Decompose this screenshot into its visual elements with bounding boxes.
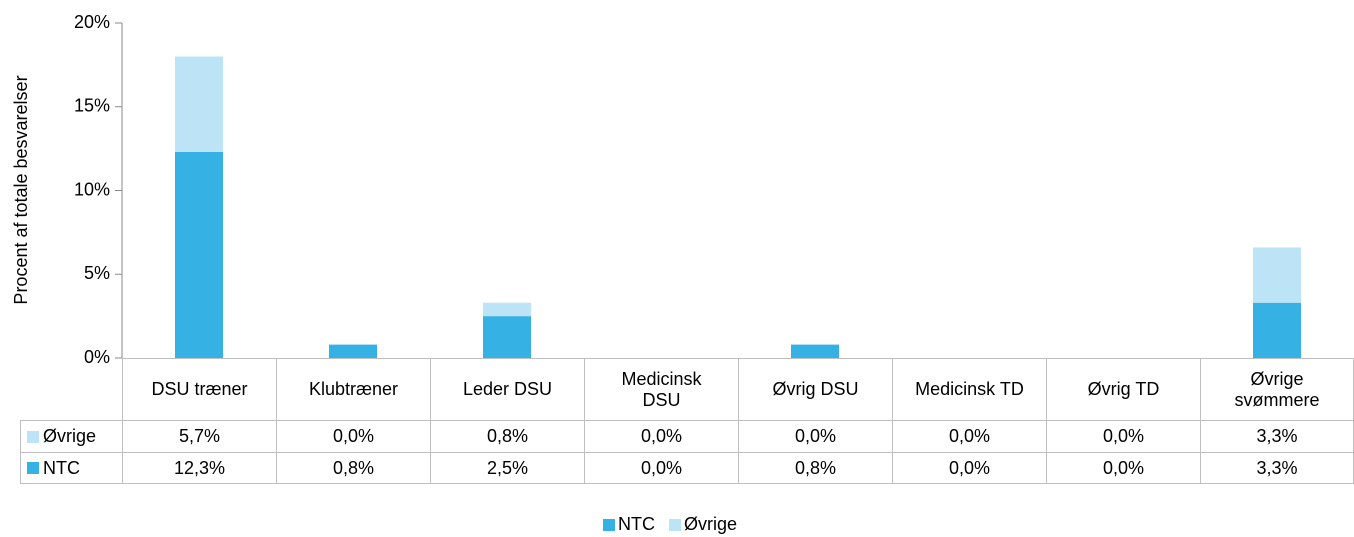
bar-segment <box>791 344 839 358</box>
table-value: 0,0% <box>1046 420 1200 452</box>
table-value: 0,0% <box>1046 452 1200 484</box>
table-value: 0,0% <box>892 420 1046 452</box>
table-value: 0,8% <box>430 420 584 452</box>
table-value-text: 0,0% <box>640 426 683 446</box>
table-series: Øvrige <box>20 420 122 452</box>
bar-segment <box>483 316 531 358</box>
category-label: Klubtræner <box>276 358 430 420</box>
bar-segment <box>1253 247 1301 303</box>
category-label: Medicinsk TD <box>892 358 1046 420</box>
table-value-text: 0,8% <box>332 457 375 478</box>
table-swatch <box>27 462 39 474</box>
bar-segment <box>329 344 377 358</box>
table-swatch <box>27 430 39 443</box>
table-value-text: 0,0% <box>640 457 683 478</box>
table-value: 0,0% <box>584 420 738 452</box>
table-value-text: 12,3% <box>173 457 226 478</box>
y-axis-title: Procent af totale besvarelser <box>11 75 31 304</box>
category-label-text: Øvrige svømmere <box>1234 368 1320 410</box>
table-value: 5,7% <box>122 420 276 452</box>
y-tick-label: 10% <box>74 179 110 199</box>
table-value: 3,3% <box>1200 452 1354 484</box>
category-label: Øvrig TD <box>1046 358 1200 420</box>
table-value: 0,0% <box>276 420 430 452</box>
table-value-text: 0,0% <box>332 426 375 446</box>
y-tick-label: 15% <box>74 96 110 116</box>
table-series-name: NTC <box>43 457 80 478</box>
y-tick-label: 5% <box>84 263 110 283</box>
category-label-text: Øvrig TD <box>1087 379 1160 399</box>
table-value-text: 0,0% <box>948 457 991 478</box>
table-value: 0,0% <box>738 420 892 452</box>
table-value-text: 0,0% <box>948 426 991 446</box>
table-value-text: 3,3% <box>1256 457 1298 478</box>
table-value-text: 0,8% <box>486 426 529 446</box>
category-label: DSU træner <box>122 358 276 420</box>
legend-label: Øvrige <box>684 514 737 534</box>
legend-label: NTC <box>618 514 655 534</box>
table-value: 0,8% <box>276 452 430 484</box>
category-label-text: Klubtræner <box>308 379 399 399</box>
table-value-text: 5,7% <box>178 426 221 446</box>
table-value-text: 0,0% <box>1102 457 1145 478</box>
category-label: Leder DSU <box>430 358 584 420</box>
table-value: 0,8% <box>738 452 892 484</box>
bar-segment <box>1253 302 1301 358</box>
category-label-text: Medicinsk DSU <box>621 368 702 410</box>
legend-swatch <box>603 519 615 531</box>
table-value: 0,0% <box>584 452 738 484</box>
table-value: 12,3% <box>122 452 276 484</box>
table-value-text: 2,5% <box>486 457 529 478</box>
category-label-text: DSU træner <box>151 379 248 399</box>
category-label: Medicinsk DSU <box>584 358 738 420</box>
table-value: 0,0% <box>892 452 1046 484</box>
table-value-text: 0,0% <box>1102 426 1145 446</box>
category-label-text: Øvrig DSU <box>772 379 859 399</box>
table-series-name: Øvrige <box>43 426 97 446</box>
category-label-text: Leder DSU <box>462 379 553 399</box>
table-value-text: 0,0% <box>794 426 837 446</box>
table-value: 2,5% <box>430 452 584 484</box>
table-series: NTC <box>20 452 122 484</box>
y-tick-label: 20% <box>74 12 110 32</box>
category-label: Øvrige svømmere <box>1200 358 1354 420</box>
table-value: 3,3% <box>1200 420 1354 452</box>
legend-swatch <box>669 519 681 531</box>
y-tick-label: 0% <box>84 347 110 367</box>
bar-segment <box>483 302 531 317</box>
table-value-text: 3,3% <box>1256 426 1298 446</box>
category-label-text: Medicinsk TD <box>915 379 1024 399</box>
table-value-text: 0,8% <box>794 457 837 478</box>
bar-segment <box>175 56 223 152</box>
category-label: Øvrig DSU <box>738 358 892 420</box>
bar-segment <box>175 151 223 358</box>
